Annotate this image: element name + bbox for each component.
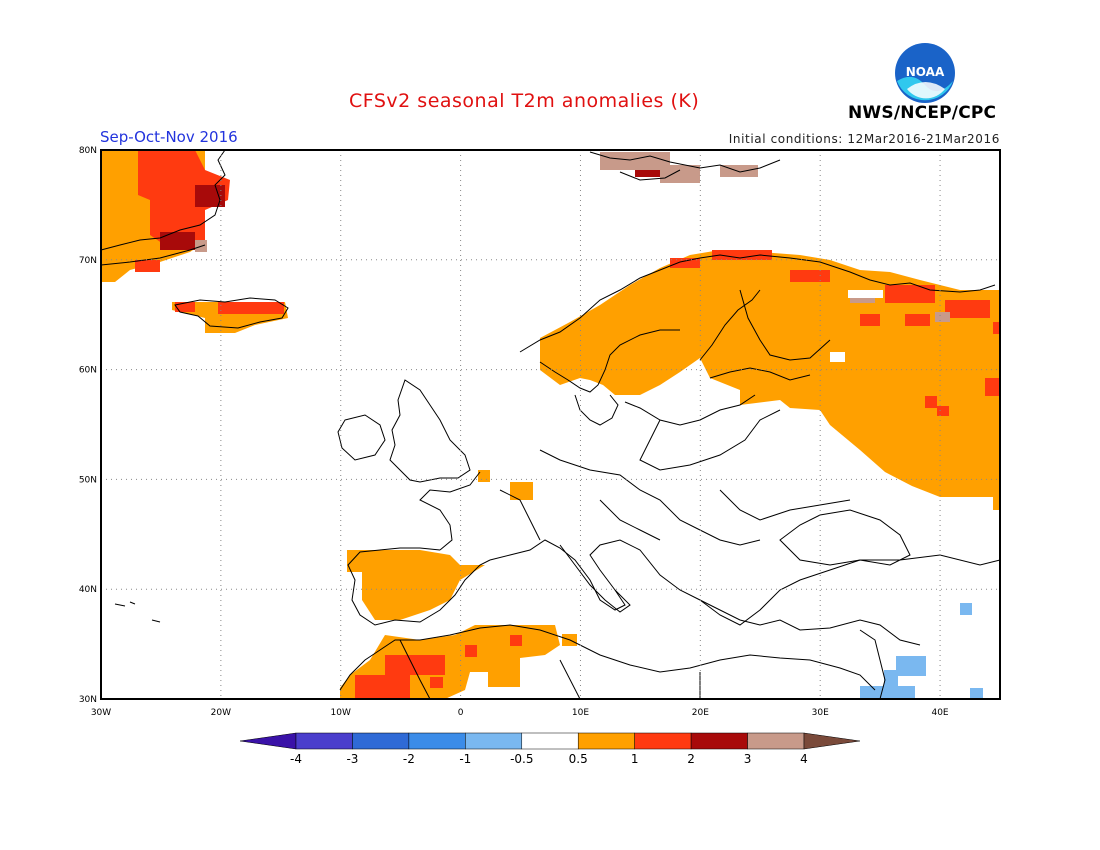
colorbar-label: -2 (403, 752, 415, 766)
coastlines (100, 149, 1001, 700)
latitude-tick-label: 80N (79, 146, 97, 156)
longitude-tick-label: 0 (458, 708, 464, 718)
latitude-tick-label: 30N (79, 695, 97, 705)
colorbar-label: -3 (346, 752, 358, 766)
noaa-logo-icon: NOAA (895, 43, 955, 103)
latitude-tick-label: 70N (79, 256, 97, 266)
colorbar-cell (577, 732, 635, 750)
extreme-warm-anomaly-region (195, 152, 950, 322)
longitude-labels: 30W 20W 10W 0 10E 20E 30E 40E (91, 708, 949, 718)
svg-text:NOAA: NOAA (906, 65, 945, 79)
initial-conditions-label: Initial conditions: 12Mar2016-21Mar2016 (728, 132, 1000, 146)
season-label: Sep-Oct-Nov 2016 (100, 128, 238, 146)
cool-anomaly-region (860, 603, 983, 699)
longitude-tick-label: 20W (211, 708, 231, 718)
longitude-tick-label: 20E (692, 708, 709, 718)
colorbar-label: 1 (631, 752, 639, 766)
longitude-tick-label: 40E (931, 708, 948, 718)
colorbar-label: 2 (687, 752, 695, 766)
agency-label: NWS/NCEP/CPC (848, 103, 997, 123)
colorbar-label: -0.5 (510, 752, 533, 766)
latitude-tick-label: 50N (79, 475, 97, 485)
colorbar-label: 4 (800, 752, 808, 766)
colorbar-label: 3 (744, 752, 752, 766)
colorbar-cell (747, 732, 805, 750)
latitude-tick-label: 40N (79, 585, 97, 595)
latitude-tick-label: 60N (79, 366, 97, 376)
map-title: CFSv2 seasonal T2m anomalies (K) (349, 90, 700, 112)
colorbar-cell (465, 732, 523, 750)
longitude-tick-label: 10E (572, 708, 589, 718)
colorbar-label: 0.5 (569, 752, 588, 766)
longitude-tick-label: 30E (812, 708, 829, 718)
colorbar-cell (408, 732, 466, 750)
colorbar-cell (634, 732, 692, 750)
colorbar-label: -1 (459, 752, 471, 766)
colorbar-cell (521, 732, 579, 750)
colorbar-cell (352, 732, 410, 750)
colorbar-max-arrow (803, 732, 861, 750)
colorbar-label: -4 (290, 752, 302, 766)
longitude-tick-label: 30W (91, 708, 111, 718)
colorbar-cell (295, 732, 353, 750)
colorbar-cell (690, 732, 748, 750)
strong-warm-anomaly-region (135, 150, 1000, 699)
colorbar-min-arrow (239, 732, 297, 750)
longitude-tick-label: 10W (331, 708, 351, 718)
map-frame (100, 149, 1001, 700)
latitude-labels: 80N 70N 60N 50N 40N 30N (79, 146, 97, 705)
